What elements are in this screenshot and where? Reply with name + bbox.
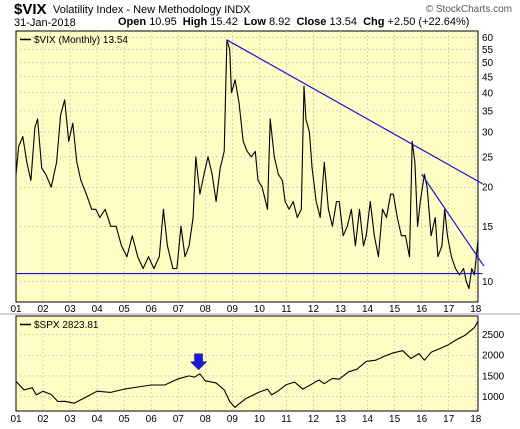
x-tick-label: 09 <box>227 304 239 315</box>
source-credit: © StockCharts.com <box>425 4 512 15</box>
y-tick-label: 1000 <box>482 392 505 403</box>
date-label: 31-Jan-2018 <box>14 17 76 29</box>
legend-label: $VIX (Monthly) 13.54 <box>34 35 128 46</box>
x-tick-label: 07 <box>173 304 185 315</box>
open-label: Open <box>118 16 147 28</box>
down-arrow-icon <box>189 353 208 371</box>
x-tick-label: 12 <box>308 304 320 315</box>
open-value: 10.95 <box>149 16 177 28</box>
x-tick-label: 13 <box>335 414 347 425</box>
x-tick-label: 05 <box>119 414 131 425</box>
y-tick-label: 2500 <box>482 330 505 341</box>
y-tick-label: 40 <box>482 88 494 99</box>
y-tick-label: 30 <box>482 127 494 138</box>
x-tick-label: 16 <box>416 414 428 425</box>
x-tick-label: 18 <box>470 304 482 315</box>
high-label: High <box>182 16 208 28</box>
x-tick-label: 15 <box>389 304 401 315</box>
x-tick-label: 02 <box>37 414 49 425</box>
x-tick-label: 04 <box>92 304 104 315</box>
y-tick-label: 50 <box>482 58 494 69</box>
close-label: Close <box>296 16 327 28</box>
x-tick-label: 07 <box>173 414 185 425</box>
high-value: 15.42 <box>210 16 238 28</box>
price-line-2 <box>15 320 479 409</box>
y-tick-label: 60 <box>482 33 494 44</box>
ohlc-readout: Open 10.95 High 15.42 Low 8.92 Close 13.… <box>118 16 472 28</box>
x-tick-label: 12 <box>308 414 320 425</box>
plot-area-1 <box>15 30 479 303</box>
x-tick-label: 10 <box>254 304 266 315</box>
x-tick-label: 09 <box>227 414 239 425</box>
trendline-2 <box>421 173 485 267</box>
x-tick-label: 01 <box>10 304 22 315</box>
plot-area-2 <box>15 315 479 412</box>
low-value: 8.92 <box>268 16 291 28</box>
price-line-1 <box>15 39 479 290</box>
x-tick-label: 06 <box>146 304 158 315</box>
y-tick-label: 15 <box>482 222 494 233</box>
chg-label: Chg <box>363 16 385 28</box>
x-tick-label: 08 <box>200 414 212 425</box>
y-tick-label: 10 <box>482 277 494 288</box>
y-tick-label: 1500 <box>482 371 505 382</box>
x-tick-label: 06 <box>146 414 158 425</box>
x-tick-label: 03 <box>65 414 77 425</box>
x-tick-label: 14 <box>362 414 374 425</box>
y-tick-label: 45 <box>482 72 494 83</box>
x-tick-label: 10 <box>254 414 266 425</box>
index-name-text: Volatility Index - New Methodology <box>53 4 222 16</box>
x-tick-label: 02 <box>37 304 49 315</box>
y-tick-label: 25 <box>482 152 494 163</box>
y-tick-label: 55 <box>482 45 494 56</box>
x-tick-label: 18 <box>470 414 482 425</box>
x-tick-label: 05 <box>119 304 131 315</box>
chart-header: $VIX Volatility Index - New Methodology … <box>0 0 520 30</box>
y-tick-label: 20 <box>482 183 494 194</box>
x-tick-label: 08 <box>200 304 212 315</box>
x-tick-label: 17 <box>443 304 455 315</box>
trendline-1 <box>226 39 483 185</box>
x-tick-label: 11 <box>281 414 292 425</box>
legend-label: $SPX 2823.81 <box>34 320 99 331</box>
chg-value: +2.50 (+22.64%) <box>387 16 470 28</box>
x-tick-label: 03 <box>65 304 77 315</box>
x-tick-label: 01 <box>10 414 22 425</box>
close-value: 13.54 <box>329 16 357 28</box>
x-tick-label: 11 <box>281 304 292 315</box>
y-tick-label: 2000 <box>482 351 505 362</box>
x-tick-label: 17 <box>443 414 455 425</box>
x-tick-label: 16 <box>416 304 428 315</box>
y-tick-label: 35 <box>482 106 494 117</box>
x-tick-label: 13 <box>335 304 347 315</box>
exchange-label: INDX <box>224 4 251 16</box>
index-name: Volatility Index - New Methodology INDX <box>53 4 251 16</box>
x-tick-label: 04 <box>92 414 104 425</box>
x-tick-label: 15 <box>389 414 401 425</box>
x-tick-label: 14 <box>362 304 374 315</box>
symbol-label: $VIX <box>14 1 47 18</box>
low-label: Low <box>243 16 266 28</box>
